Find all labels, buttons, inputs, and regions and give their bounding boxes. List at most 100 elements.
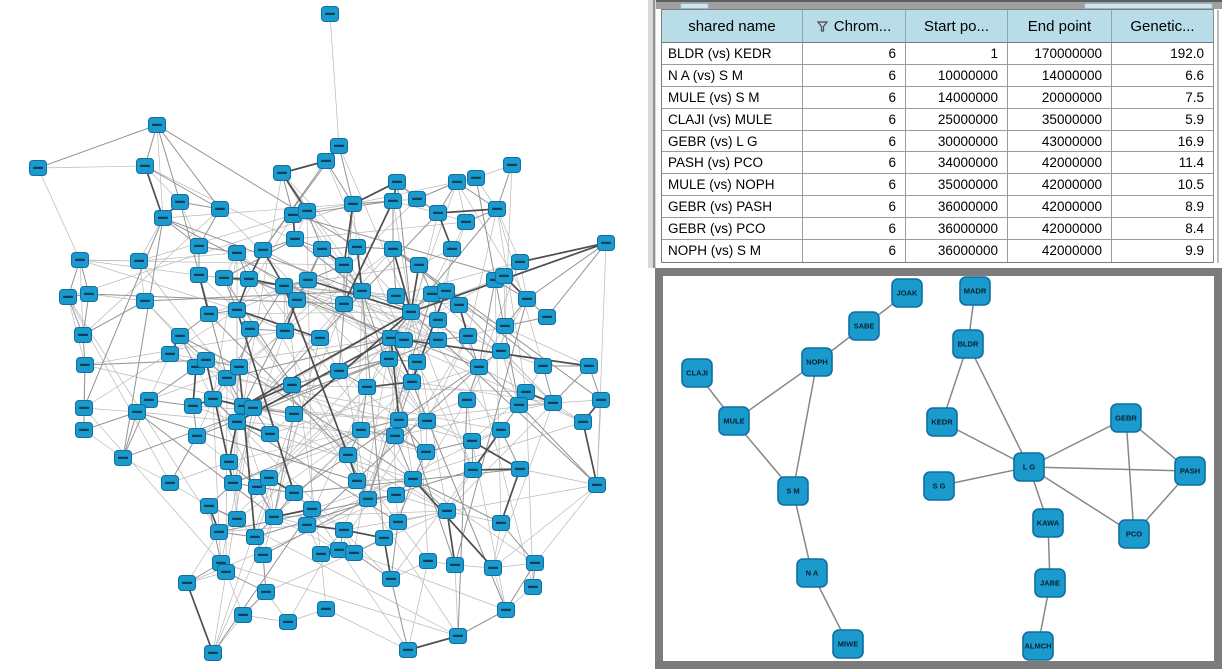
network-node[interactable]: [230, 359, 248, 375]
table-cell[interactable]: 11.4: [1178, 155, 1204, 171]
network-node[interactable]: [273, 165, 291, 181]
network-node[interactable]: [75, 400, 93, 416]
network-node[interactable]: [171, 194, 189, 210]
network-node[interactable]: [260, 470, 278, 486]
network-node[interactable]: [244, 400, 262, 416]
table-row[interactable]: GEBR (vs) L G 6 30000000 43000000 16.9: [662, 130, 1213, 153]
table-cell[interactable]: 42000000: [1008, 240, 1112, 262]
filter-icon[interactable]: [816, 20, 828, 32]
node-shape[interactable]: [1032, 508, 1064, 538]
table-row[interactable]: N A (vs) S M 6 10000000 14000000 6.6: [662, 64, 1213, 87]
network-node[interactable]: KEDR: [926, 407, 958, 437]
node-shape[interactable]: [832, 629, 864, 659]
network-node[interactable]: [241, 321, 259, 337]
node-shape[interactable]: [952, 329, 984, 359]
node-shape[interactable]: [718, 406, 750, 436]
table-row[interactable]: PASH (vs) PCO 6 34000000 42000000 11.4: [662, 152, 1213, 175]
network-node[interactable]: [75, 422, 93, 438]
table-cell[interactable]: 16.9: [1177, 133, 1204, 149]
network-node[interactable]: [299, 272, 317, 288]
node-shape[interactable]: [891, 278, 923, 308]
table-row[interactable]: BLDR (vs) KEDR 6 1 170000000 192.0: [662, 43, 1213, 65]
table-cell[interactable]: 43000000: [1008, 130, 1112, 152]
node-shape[interactable]: [681, 358, 713, 388]
table-cell[interactable]: 10.5: [1177, 177, 1204, 193]
network-node[interactable]: [380, 351, 398, 367]
network-node[interactable]: MIWE: [832, 629, 864, 659]
table-cell[interactable]: 6: [803, 64, 906, 86]
network-node[interactable]: [418, 413, 436, 429]
network-node[interactable]: [457, 214, 475, 230]
table-cell[interactable]: 6: [803, 86, 906, 108]
network-node[interactable]: [215, 270, 233, 286]
table-cell[interactable]: CLAJI (vs) MULE: [662, 108, 803, 130]
network-node[interactable]: [204, 391, 222, 407]
node-shape[interactable]: [1118, 519, 1150, 549]
network-node[interactable]: [492, 422, 510, 438]
table-row[interactable]: MULE (vs) NOPH 6 35000000 42000000 10.5: [662, 174, 1213, 197]
network-node[interactable]: [71, 252, 89, 268]
network-node[interactable]: [511, 254, 529, 270]
network-node[interactable]: [429, 332, 447, 348]
table-cell[interactable]: 42000000: [1008, 196, 1112, 218]
network-node[interactable]: N A: [796, 558, 828, 588]
network-node[interactable]: S G: [923, 471, 955, 501]
table-cell[interactable]: 6: [803, 174, 906, 196]
network-node[interactable]: [330, 138, 348, 154]
scrollbar-thumb-right[interactable]: [1084, 3, 1213, 9]
network-node[interactable]: [390, 412, 408, 428]
network-node[interactable]: [330, 363, 348, 379]
network-node[interactable]: [246, 529, 264, 545]
table-cell[interactable]: 36000000: [906, 240, 1008, 262]
network-node[interactable]: PASH: [1174, 456, 1206, 486]
network-node[interactable]: [234, 607, 252, 623]
table-cell[interactable]: 6.6: [1185, 67, 1204, 83]
network-node[interactable]: [220, 454, 238, 470]
network-node[interactable]: [449, 628, 467, 644]
node-shape[interactable]: [777, 476, 809, 506]
table-cell[interactable]: 36000000: [906, 196, 1008, 218]
network-node[interactable]: [348, 239, 366, 255]
table-row[interactable]: CLAJI (vs) MULE 6 25000000 35000000 5.9: [662, 108, 1213, 131]
network-node[interactable]: [459, 328, 477, 344]
table-cell[interactable]: NOPH (vs) S M: [662, 240, 803, 262]
table-scrollbar-track[interactable]: [1217, 10, 1219, 263]
network-node[interactable]: JABE: [1034, 568, 1066, 598]
network-node[interactable]: [588, 477, 606, 493]
network-node[interactable]: L G: [1013, 452, 1045, 482]
table-cell[interactable]: 34000000: [906, 152, 1008, 174]
network-node[interactable]: [592, 392, 610, 408]
network-node[interactable]: [446, 557, 464, 573]
network-node[interactable]: [76, 357, 94, 373]
network-node[interactable]: [492, 515, 510, 531]
large-network-canvas[interactable]: [0, 0, 648, 669]
table-cell[interactable]: 36000000: [906, 218, 1008, 240]
network-node[interactable]: [403, 374, 421, 390]
network-node[interactable]: [404, 471, 422, 487]
network-node[interactable]: [335, 296, 353, 312]
table-cell[interactable]: 20000000: [1008, 86, 1112, 108]
network-node[interactable]: [317, 601, 335, 617]
node-shape[interactable]: [959, 276, 991, 306]
network-node[interactable]: [312, 546, 330, 562]
network-node[interactable]: [345, 545, 363, 561]
network-node[interactable]: [574, 414, 592, 430]
table-cell[interactable]: 6: [803, 108, 906, 130]
table-cell[interactable]: 14000000: [1008, 64, 1112, 86]
node-shape[interactable]: [1022, 631, 1054, 661]
network-node[interactable]: [321, 6, 339, 22]
network-node[interactable]: [510, 397, 528, 413]
network-node[interactable]: [448, 174, 466, 190]
network-node[interactable]: JOAK: [891, 278, 923, 308]
network-node[interactable]: [399, 642, 417, 658]
network-node[interactable]: [395, 332, 413, 348]
network-node[interactable]: [218, 370, 236, 386]
network-node[interactable]: [496, 318, 514, 334]
network-node[interactable]: [254, 242, 272, 258]
table-cell[interactable]: 35000000: [906, 174, 1008, 196]
network-node[interactable]: MULE: [718, 406, 750, 436]
network-node[interactable]: [524, 579, 542, 595]
table-cell[interactable]: MULE (vs) S M: [662, 86, 803, 108]
table-cell[interactable]: 170000000: [1008, 43, 1112, 64]
network-node[interactable]: [339, 447, 357, 463]
